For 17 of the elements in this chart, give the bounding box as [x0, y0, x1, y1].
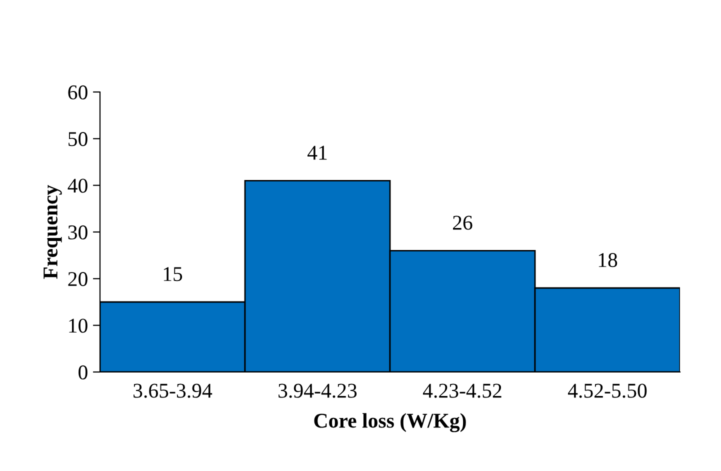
- x-axis-title: Core loss (W/Kg): [314, 413, 466, 432]
- y-tick-label: 60: [68, 85, 88, 100]
- y-tick-label: 20: [68, 272, 88, 286]
- x-tick-label: 3.65-3.94: [134, 384, 212, 398]
- data-label: 15: [164, 267, 182, 282]
- y-tick-label: 40: [68, 178, 88, 193]
- y-tick-label: 0: [78, 365, 88, 380]
- y-axis-title: Frequency: [44, 184, 62, 279]
- x-tick-label: 4.23-4.52: [422, 384, 502, 398]
- data-label: 26: [453, 216, 472, 230]
- data-label: 18: [598, 253, 618, 268]
- data-label: 41: [307, 146, 327, 160]
- x-tick-label: 3.94-4.23: [278, 384, 357, 398]
- y-tick-label: 30: [68, 225, 88, 240]
- y-tick-label: 50: [68, 132, 88, 146]
- x-tick-label: 4.52-5.50: [568, 384, 647, 398]
- y-tick-label: 10: [69, 318, 88, 333]
